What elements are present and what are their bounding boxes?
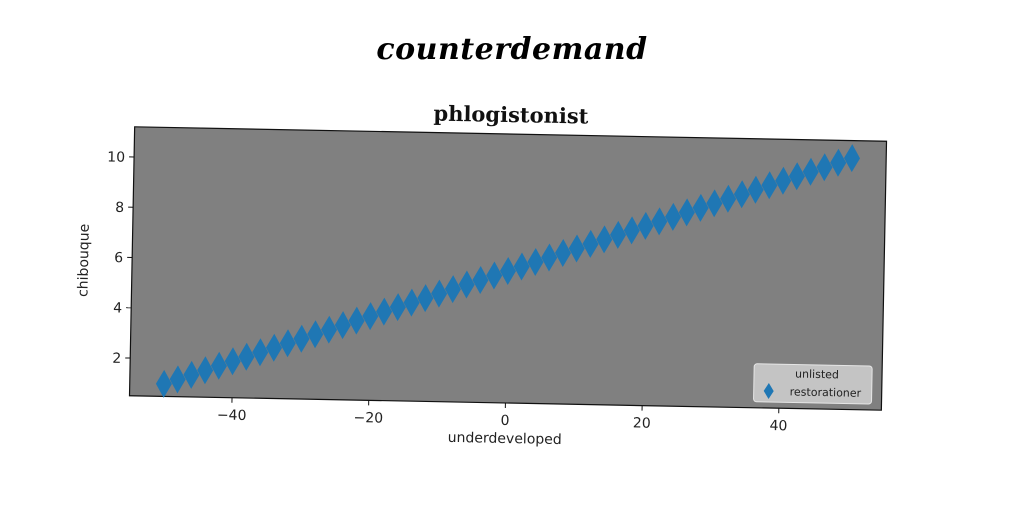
legend-title: unlisted <box>795 368 839 382</box>
x-tick-label: −40 <box>217 407 247 424</box>
legend: unlisted restorationer <box>753 364 872 404</box>
y-tick-label: 2 <box>112 351 121 367</box>
y-tick-label: 4 <box>113 300 122 316</box>
x-tick-label: 40 <box>769 418 787 434</box>
legend-label-restorationer: restorationer <box>790 385 862 399</box>
x-tick-label: 0 <box>500 413 509 429</box>
x-tick-label: 20 <box>633 415 651 431</box>
y-axis-ticks: 2 4 6 8 10 <box>103 149 134 367</box>
y-tick-label: 6 <box>114 250 123 266</box>
x-axis-label: underdeveloped <box>448 430 562 448</box>
chart-title: phlogistonist <box>433 101 589 129</box>
y-tick-label: 8 <box>115 200 124 216</box>
plot-panel: −40 −20 0 20 40 2 4 6 8 10 unlisted restoratione… <box>73 94 887 454</box>
y-axis-label: chibouque <box>75 224 92 297</box>
x-tick-label: −20 <box>353 410 383 427</box>
y-tick-label: 10 <box>107 149 125 165</box>
